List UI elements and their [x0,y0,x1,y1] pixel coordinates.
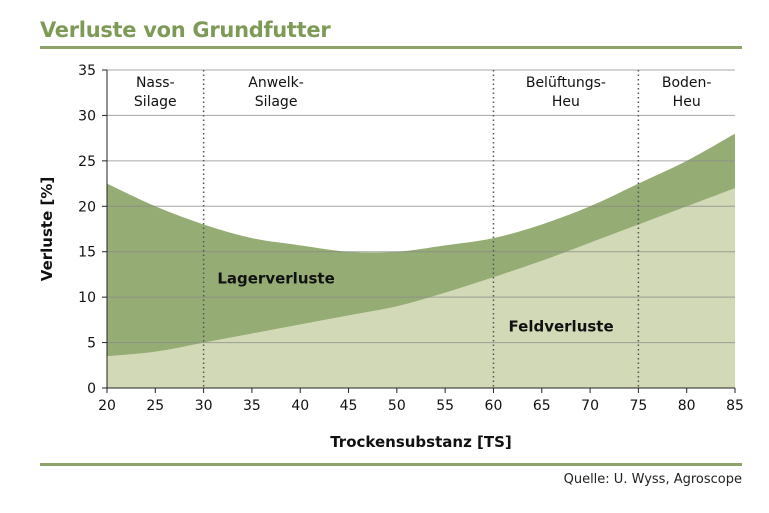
x-axis-label: Trockensubstanz [TS] [330,433,512,451]
region-label: Anwelk- [248,75,304,91]
y-tick-label: 20 [78,199,96,215]
y-tick-label: 0 [87,381,96,397]
region-label: Heu [673,94,701,110]
x-tick-label: 55 [436,398,454,414]
region-label: Belüftungs- [526,75,606,91]
x-tick-label: 45 [340,398,358,414]
x-tick-label: 35 [243,398,261,414]
region-label: Nass- [136,75,175,91]
x-tick-label: 75 [629,398,647,414]
y-tick-label: 35 [78,63,96,79]
x-tick-label: 30 [195,398,213,414]
x-tick-label: 25 [146,398,164,414]
area-label-lagerverluste: Lagerverluste [217,270,334,288]
y-tick-label: 10 [78,290,96,306]
series-area-feldverluste [107,188,735,388]
area-label-feldverluste: Feldverluste [509,318,614,336]
y-tick-label: 30 [78,108,96,124]
x-tick-label: 50 [388,398,406,414]
region-label: Boden- [662,75,712,91]
chart-title: Verluste von Grundfutter [40,18,331,42]
x-tick-label: 70 [581,398,599,414]
source-note: Quelle: U. Wyss, Agroscope [563,472,742,487]
y-tick-label: 25 [78,154,96,170]
x-tick-label: 40 [291,398,309,414]
region-label: Silage [255,94,298,110]
x-tick-label: 20 [98,398,116,414]
x-tick-label: 85 [726,398,744,414]
x-tick-label: 65 [533,398,551,414]
y-axis-label: Verluste [%] [38,177,56,281]
x-tick-label: 60 [485,398,503,414]
region-label: Heu [552,94,580,110]
region-label: Silage [134,94,177,110]
footer-divider [40,463,742,466]
y-tick-label: 15 [78,245,96,261]
x-tick-label: 80 [678,398,696,414]
title-divider [40,46,742,49]
y-tick-label: 5 [87,336,96,352]
